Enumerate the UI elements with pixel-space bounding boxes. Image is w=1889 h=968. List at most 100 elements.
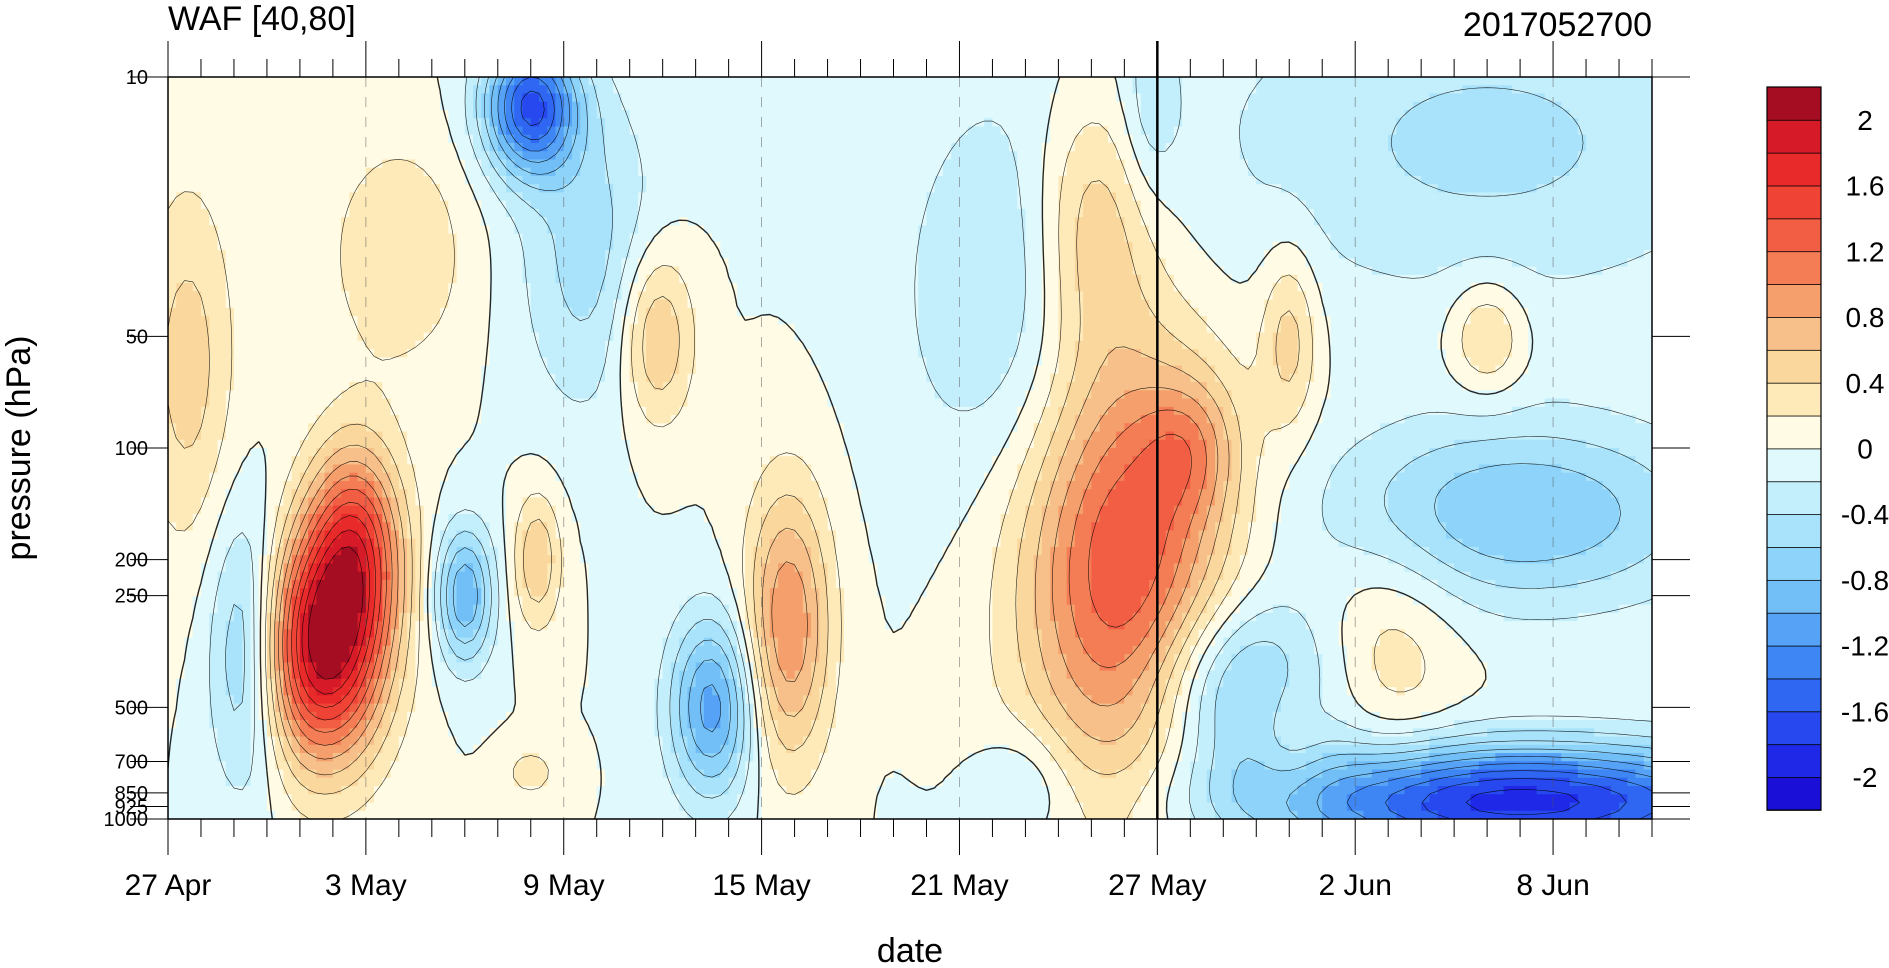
- contour-cell: [860, 217, 870, 226]
- contour-cell: [712, 142, 721, 152]
- contour-cell: [1050, 266, 1059, 276]
- contour-cell: [233, 299, 243, 309]
- contour-cell: [1215, 291, 1224, 301]
- contour-cell: [1462, 126, 1472, 136]
- contour-cell: [283, 175, 293, 185]
- contour-cell: [506, 118, 515, 128]
- contour-cell: [877, 208, 886, 218]
- contour-cell: [349, 101, 359, 111]
- contour-cell: [736, 299, 746, 309]
- contour-cell: [942, 225, 952, 235]
- contour-cell: [819, 192, 829, 202]
- contour-cell: [200, 274, 210, 284]
- contour-cell: [1305, 85, 1315, 95]
- contour-cell: [266, 291, 276, 301]
- contour-cell: [1206, 126, 1216, 136]
- contour-cell: [934, 299, 944, 309]
- contour-cell: [1305, 291, 1315, 301]
- contour-cell: [209, 101, 219, 111]
- contour-cell: [1231, 208, 1241, 218]
- contour-cell: [1157, 192, 1167, 202]
- contour-cell: [1124, 250, 1134, 259]
- contour-cell: [168, 208, 177, 218]
- contour-cell: [1149, 291, 1158, 301]
- contour-cell: [431, 175, 441, 185]
- contour-cell: [1495, 225, 1505, 235]
- contour-cell: [473, 151, 482, 161]
- contour-cell: [1107, 184, 1117, 194]
- contour-cell: [1577, 250, 1587, 259]
- contour-cell: [192, 291, 202, 301]
- contour-cell: [1223, 134, 1233, 144]
- contour-cell: [687, 109, 697, 119]
- contour-cell: [1544, 258, 1554, 268]
- contour-cell: [1182, 184, 1191, 194]
- contour-cell: [448, 266, 458, 276]
- contour-cell: [291, 258, 301, 268]
- contour-cell: [1017, 184, 1027, 194]
- contour-cell: [1330, 192, 1340, 202]
- contour-cell: [934, 134, 944, 144]
- contour-cell: [835, 134, 845, 144]
- contour-cell: [1066, 93, 1076, 103]
- contour-cell: [1610, 184, 1620, 194]
- contour-cell: [308, 208, 317, 218]
- contour-cell: [588, 192, 598, 202]
- contour-cell: [778, 241, 787, 251]
- contour-cell: [959, 126, 969, 136]
- contour-cell: [646, 118, 656, 128]
- contour-cell: [860, 126, 870, 136]
- contour-cell: [415, 225, 425, 235]
- contour-cell: [1454, 217, 1463, 226]
- contour-cell: [1107, 217, 1117, 226]
- contour-cell: [695, 200, 705, 210]
- contour-cell: [168, 200, 177, 210]
- contour-cell: [209, 151, 219, 161]
- contour-cell: [1487, 250, 1496, 259]
- contour-cell: [349, 225, 359, 235]
- contour-cell: [275, 159, 285, 169]
- contour-cell: [1495, 184, 1505, 194]
- contour-cell: [794, 192, 804, 202]
- contour-cell: [522, 299, 532, 309]
- contour-cell: [1239, 192, 1249, 202]
- contour-cell: [1198, 85, 1208, 95]
- contour-cell: [530, 266, 540, 276]
- contour-cell: [1231, 291, 1241, 301]
- contour-cell: [1404, 192, 1414, 202]
- contour-cell: [604, 85, 614, 95]
- contour-cell: [1313, 101, 1323, 111]
- contour-cell: [819, 118, 829, 128]
- contour-cell: [1132, 241, 1142, 251]
- contour-cell: [819, 101, 829, 111]
- contour-cell: [1182, 291, 1191, 301]
- contour-cell: [720, 77, 730, 86]
- contour-cell: [1025, 77, 1035, 86]
- contour-cell: [308, 283, 317, 292]
- contour-cell: [1157, 200, 1167, 210]
- contour-cell: [910, 118, 919, 128]
- contour-cell: [1297, 85, 1307, 95]
- contour-cell: [1487, 101, 1496, 111]
- contour-cell: [522, 151, 532, 161]
- contour-cell: [852, 250, 862, 259]
- contour-cell: [349, 208, 359, 218]
- contour-cell: [209, 85, 219, 95]
- contour-cell: [423, 192, 433, 202]
- contour-cell: [571, 101, 581, 111]
- contour-cell: [720, 118, 730, 128]
- contour-cell: [1528, 291, 1538, 301]
- contour-cell: [984, 151, 994, 161]
- contour-cell: [349, 93, 359, 103]
- contour-cell: [1363, 192, 1373, 202]
- contour-cell: [1487, 208, 1496, 218]
- contour-cell: [1503, 101, 1513, 111]
- contour-cell: [440, 258, 449, 268]
- contour-cell: [951, 225, 961, 235]
- contour-cell: [464, 159, 474, 169]
- contour-cell: [629, 77, 639, 86]
- contour-cell: [522, 175, 532, 185]
- contour-cell: [217, 266, 227, 276]
- contour-cell: [1355, 266, 1365, 276]
- contour-cell: [679, 151, 688, 161]
